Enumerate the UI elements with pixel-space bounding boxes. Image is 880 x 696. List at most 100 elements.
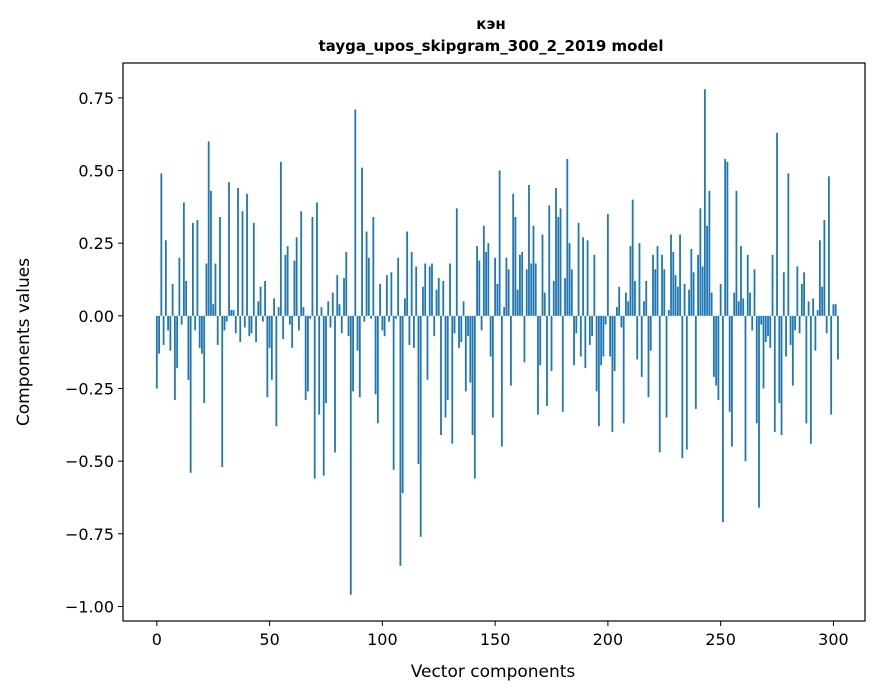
bar bbox=[789, 315, 792, 345]
bar bbox=[593, 254, 596, 316]
bar bbox=[442, 280, 445, 316]
bar bbox=[336, 275, 339, 316]
bar bbox=[216, 315, 219, 345]
bar bbox=[311, 217, 314, 316]
bar bbox=[173, 315, 176, 401]
bar bbox=[334, 315, 336, 453]
bar bbox=[625, 292, 627, 316]
bar bbox=[169, 315, 172, 351]
bar bbox=[250, 315, 253, 334]
bar bbox=[329, 315, 332, 328]
bar bbox=[821, 286, 824, 316]
bar bbox=[507, 269, 510, 316]
bar bbox=[755, 315, 758, 424]
bar bbox=[325, 315, 327, 404]
x-tick-label: 150 bbox=[480, 630, 511, 649]
bar bbox=[498, 170, 501, 316]
x-tick-label: 250 bbox=[705, 630, 736, 649]
bar bbox=[277, 307, 280, 316]
y-tick-label: 0.00 bbox=[78, 307, 114, 326]
bar bbox=[295, 237, 298, 316]
bar bbox=[803, 272, 805, 316]
x-axis-ticks: 0 50 100 150 200 250 300 bbox=[152, 621, 849, 649]
bar bbox=[809, 315, 812, 444]
bar bbox=[521, 251, 524, 316]
bar bbox=[313, 315, 316, 479]
bar bbox=[203, 315, 206, 404]
bar bbox=[627, 301, 630, 316]
bar bbox=[187, 315, 190, 380]
bar bbox=[381, 315, 384, 331]
bar bbox=[805, 315, 808, 424]
bar bbox=[194, 315, 197, 331]
bar bbox=[205, 263, 208, 316]
bar bbox=[728, 315, 731, 412]
bar bbox=[629, 246, 632, 316]
bar bbox=[446, 315, 449, 401]
bar bbox=[413, 315, 415, 348]
bar bbox=[791, 315, 794, 386]
bar bbox=[304, 315, 307, 401]
bar bbox=[440, 315, 442, 435]
bar bbox=[514, 217, 517, 316]
bar bbox=[760, 315, 763, 325]
bar bbox=[291, 315, 294, 348]
bar bbox=[476, 246, 478, 316]
bar bbox=[796, 266, 799, 316]
bar bbox=[785, 315, 787, 357]
bar bbox=[645, 280, 648, 316]
bar bbox=[634, 280, 636, 316]
bar bbox=[658, 315, 661, 453]
bar bbox=[742, 298, 745, 316]
bar bbox=[424, 263, 427, 316]
bar bbox=[270, 315, 273, 380]
bar bbox=[609, 315, 612, 357]
bar bbox=[823, 219, 826, 316]
bar bbox=[656, 246, 659, 316]
bar bbox=[638, 243, 641, 316]
bar bbox=[338, 304, 341, 316]
bar bbox=[422, 286, 424, 316]
bar bbox=[158, 315, 160, 354]
bar bbox=[672, 251, 675, 316]
bar bbox=[688, 289, 690, 316]
bar bbox=[715, 315, 718, 386]
bar bbox=[201, 315, 203, 354]
bar bbox=[162, 315, 165, 345]
bar bbox=[223, 315, 226, 331]
bar bbox=[532, 225, 535, 316]
bars bbox=[155, 89, 839, 595]
bar bbox=[546, 315, 548, 406]
bar bbox=[469, 315, 472, 383]
bar bbox=[676, 286, 679, 316]
bar bbox=[541, 234, 544, 316]
bar bbox=[832, 304, 835, 316]
x-tick-label: 200 bbox=[593, 630, 624, 649]
bar bbox=[239, 315, 242, 342]
bar bbox=[415, 266, 418, 316]
bar bbox=[740, 246, 742, 316]
bar bbox=[171, 283, 174, 316]
bar bbox=[248, 315, 251, 337]
bar bbox=[733, 292, 736, 316]
bar bbox=[584, 315, 587, 369]
bar bbox=[279, 161, 282, 316]
bar bbox=[374, 315, 377, 395]
bar bbox=[500, 315, 503, 447]
chart-title: кэн bbox=[476, 15, 505, 33]
bar bbox=[782, 272, 785, 316]
bar bbox=[286, 246, 289, 316]
bar bbox=[192, 222, 194, 316]
bar bbox=[703, 89, 706, 316]
bar bbox=[694, 315, 697, 409]
bar bbox=[712, 315, 715, 377]
x-tick-label: 0 bbox=[152, 630, 162, 649]
bar bbox=[435, 289, 438, 316]
bar bbox=[264, 280, 266, 316]
bar bbox=[394, 315, 397, 319]
bar bbox=[433, 315, 436, 337]
y-tick-label: 0.25 bbox=[78, 234, 114, 253]
bar bbox=[595, 315, 598, 392]
bar bbox=[196, 219, 199, 316]
bar bbox=[582, 237, 584, 316]
